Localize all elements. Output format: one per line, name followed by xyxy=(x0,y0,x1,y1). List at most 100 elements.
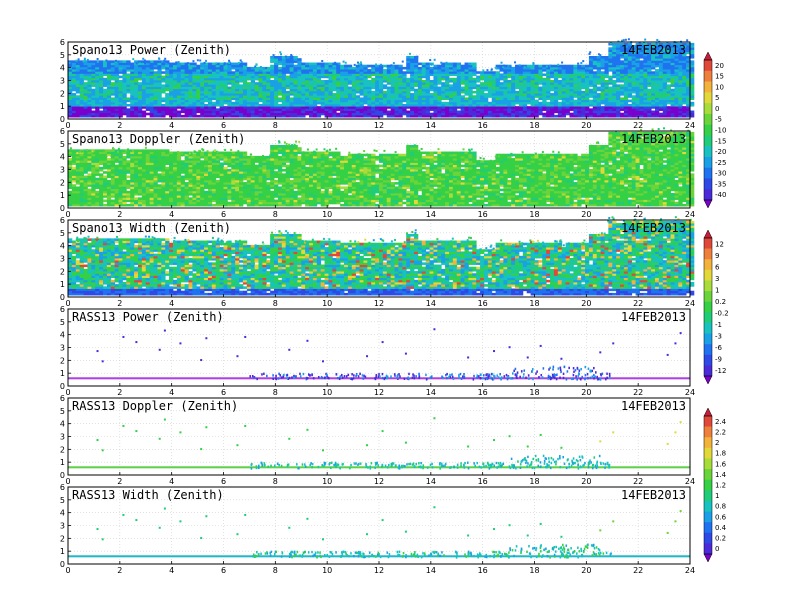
data-cell xyxy=(530,75,535,79)
data-cell xyxy=(522,106,528,109)
data-cell xyxy=(464,86,469,90)
data-cell xyxy=(188,90,193,94)
data-cell xyxy=(219,69,224,72)
data-cell xyxy=(413,110,419,114)
data-cell xyxy=(445,73,450,77)
data-cell xyxy=(604,106,609,109)
data-cell xyxy=(239,84,244,87)
data-cell xyxy=(413,79,419,83)
data-cell xyxy=(390,82,395,85)
data-cell xyxy=(472,71,477,74)
data-cell xyxy=(99,62,104,66)
data-cell xyxy=(538,108,543,111)
data-cell xyxy=(553,64,559,68)
data-cell xyxy=(289,112,294,116)
data-cell xyxy=(176,82,182,85)
data-cell xyxy=(250,82,255,85)
data-cell xyxy=(476,112,481,116)
data-cell xyxy=(328,90,333,94)
data-cell xyxy=(522,114,528,118)
data-cell xyxy=(588,62,594,66)
data-cell xyxy=(134,84,139,87)
data-cell xyxy=(452,66,458,70)
data-cell xyxy=(577,86,582,90)
data-cell xyxy=(172,106,178,109)
data-cell xyxy=(515,64,520,68)
data-cell xyxy=(480,93,485,96)
data-cell xyxy=(153,60,158,63)
data-cell xyxy=(266,112,271,116)
data-cell xyxy=(324,110,329,114)
data-cell xyxy=(569,71,574,74)
data-cell xyxy=(507,95,512,98)
data-cell xyxy=(132,58,135,61)
data-cell xyxy=(246,103,252,107)
data-cell xyxy=(390,101,395,105)
data-cell xyxy=(176,95,182,98)
data-cell xyxy=(285,114,290,118)
data-cell xyxy=(262,84,267,87)
data-cell xyxy=(511,114,516,118)
data-cell xyxy=(235,95,240,98)
data-cell xyxy=(417,97,423,101)
data-cell xyxy=(192,77,197,81)
data-cell xyxy=(114,164,119,168)
data-cell xyxy=(386,90,392,94)
data-cell xyxy=(145,108,151,111)
data-cell xyxy=(666,106,671,109)
data-cell xyxy=(204,66,209,70)
data-cell xyxy=(546,77,551,81)
data-cell xyxy=(612,93,617,96)
data-cell xyxy=(511,90,516,94)
data-cell xyxy=(118,101,123,105)
data-cell xyxy=(456,88,462,92)
data-cell xyxy=(277,79,283,83)
data-cell xyxy=(320,110,325,114)
data-cell xyxy=(114,75,119,79)
data-cell xyxy=(122,77,127,81)
data-cell xyxy=(530,97,535,101)
data-cell xyxy=(468,77,473,81)
data-cell xyxy=(223,93,228,96)
data-cell xyxy=(320,62,325,66)
data-cell xyxy=(468,75,473,79)
data-cell xyxy=(452,114,458,118)
data-cell xyxy=(538,69,543,72)
data-cell xyxy=(511,93,516,96)
data-cell xyxy=(530,101,535,105)
data-cell xyxy=(305,86,310,90)
data-cell xyxy=(565,79,570,83)
data-cell xyxy=(165,79,170,83)
data-cell xyxy=(180,79,186,83)
data-cell xyxy=(258,69,263,72)
data-cell xyxy=(542,77,547,81)
data-cell xyxy=(137,99,143,103)
data-cell xyxy=(340,93,345,96)
data-cell xyxy=(548,64,551,67)
data-cell xyxy=(83,60,88,63)
data-cell xyxy=(242,108,248,111)
data-cell xyxy=(211,93,217,96)
data-cell xyxy=(196,99,201,103)
data-cell xyxy=(394,114,399,118)
data-cell xyxy=(305,95,310,98)
data-cell xyxy=(95,69,100,72)
data-cell xyxy=(219,75,224,79)
data-cell xyxy=(371,86,376,90)
data-cell xyxy=(215,99,221,103)
data-cell xyxy=(246,75,252,79)
data-cell xyxy=(565,82,570,85)
data-cell xyxy=(289,103,294,107)
data-cell xyxy=(561,71,566,74)
data-cell xyxy=(141,75,147,79)
data-cell xyxy=(110,71,116,74)
data-cell xyxy=(258,73,263,77)
data-cell xyxy=(392,62,395,65)
data-cell xyxy=(79,95,84,98)
data-cell xyxy=(324,106,329,109)
data-cell xyxy=(106,82,112,85)
data-cell xyxy=(359,112,364,116)
data-cell xyxy=(285,55,290,59)
data-cell xyxy=(130,110,135,114)
data-cell xyxy=(309,73,314,77)
